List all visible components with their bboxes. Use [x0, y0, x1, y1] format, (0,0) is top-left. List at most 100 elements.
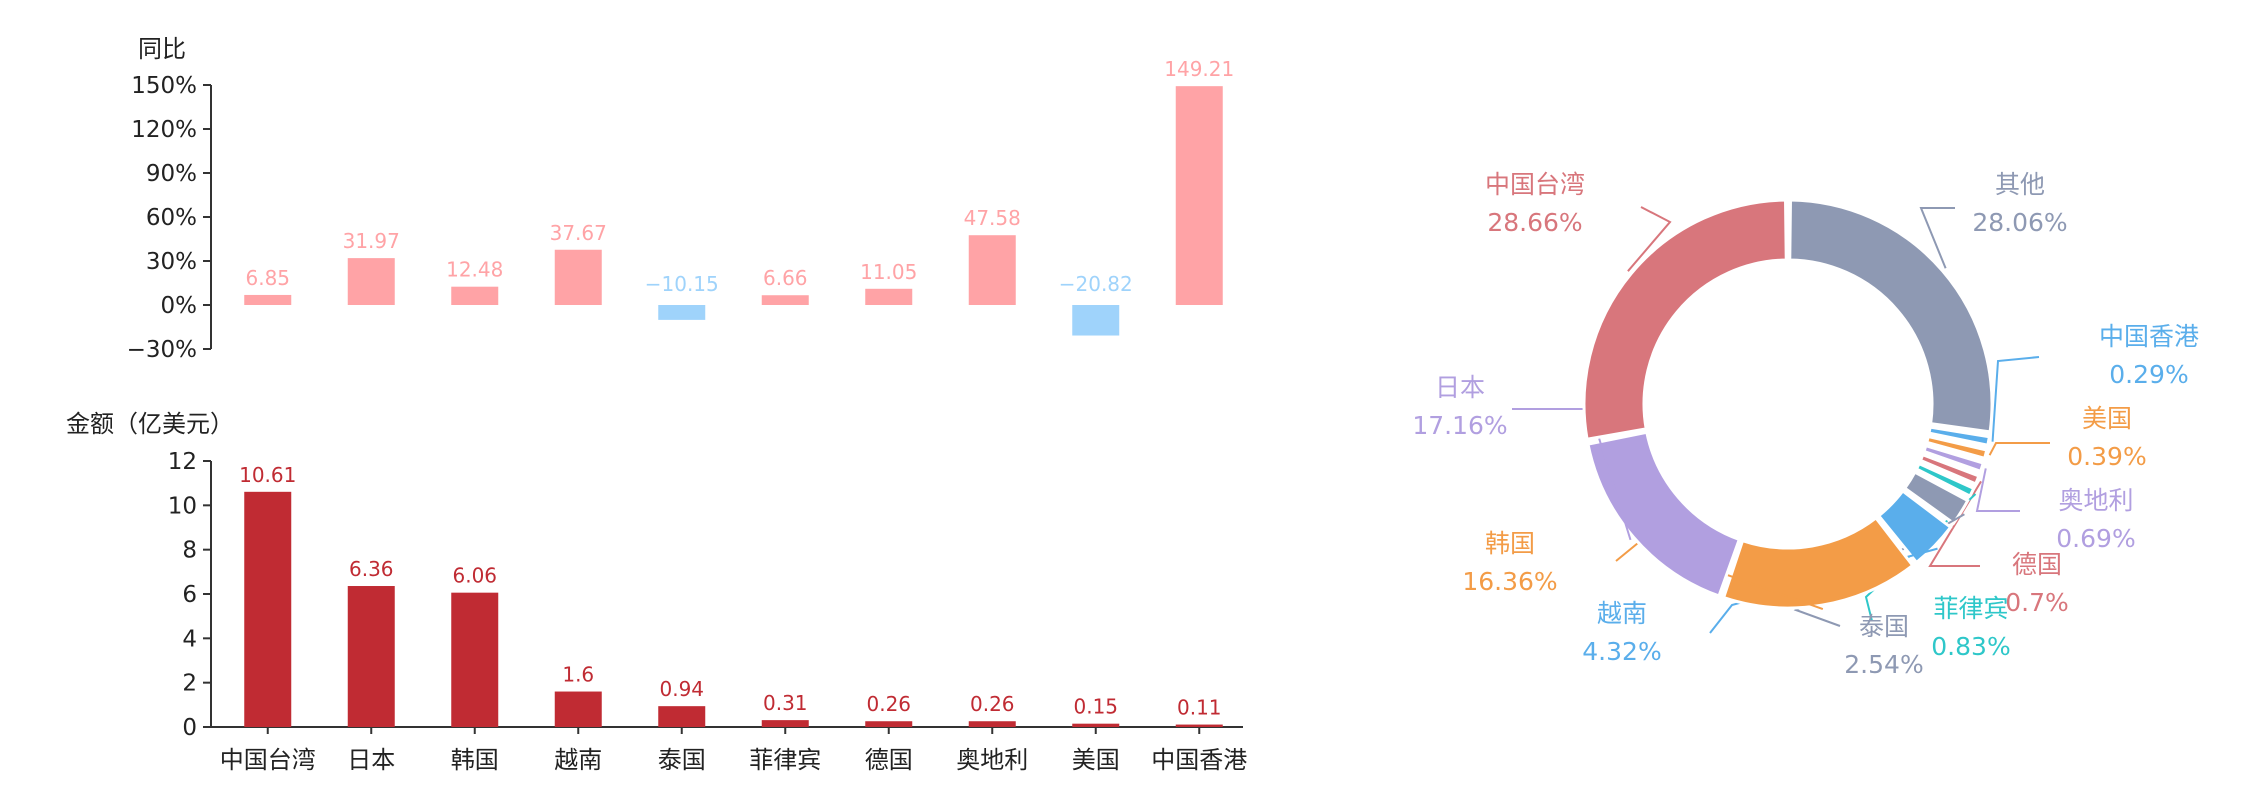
donut-slice-3	[1922, 443, 1986, 474]
y-tick-label-amount: 12	[168, 449, 197, 475]
bar-yoy-7	[968, 235, 1016, 305]
slice-label-name: 其他	[1995, 170, 2045, 199]
x-tick-label: 中国香港	[1151, 746, 1247, 774]
data-label-amount: 1.6	[562, 663, 594, 687]
x-tick-label: 美国	[1072, 746, 1120, 774]
y-tick-label-amount: 4	[182, 626, 197, 652]
slice-label-name: 中国香港	[2099, 322, 2199, 351]
bar-yoy-6	[865, 288, 913, 305]
slice-label-percent: 2.54%	[1844, 650, 1923, 679]
y-axis-title-yoy: 同比	[138, 35, 186, 63]
slice-label-percent: 0.7%	[2005, 588, 2069, 617]
bar-amount-3	[554, 691, 602, 727]
bar-amount-4	[658, 706, 706, 727]
slice-label-name: 菲律宾	[1933, 594, 2008, 623]
data-label-yoy: 37.67	[550, 221, 607, 245]
y-tick-label-amount: 2	[182, 671, 197, 697]
bar-yoy-1	[347, 258, 395, 305]
data-label-yoy: 47.58	[964, 206, 1021, 230]
data-label-amount: 6.36	[349, 557, 394, 581]
bar-yoy-0	[244, 294, 292, 305]
bar-amount-6	[865, 721, 913, 727]
bar-amount-7	[968, 721, 1016, 727]
data-label-yoy: 12.48	[446, 258, 503, 282]
slice-label-percent: 4.32%	[1582, 637, 1661, 666]
callout-line-1	[1991, 356, 2040, 442]
data-label-amount: 0.94	[659, 677, 704, 701]
slice-label-percent: 0.83%	[1931, 632, 2010, 661]
data-label-amount: 0.31	[763, 691, 808, 715]
data-label-yoy: 11.05	[860, 260, 917, 284]
data-label-yoy: 6.66	[763, 266, 808, 290]
bar-yoy-3	[554, 249, 602, 305]
bar-amount-8	[1072, 723, 1120, 727]
bar-amount-0	[244, 491, 292, 727]
bar-yoy-4	[658, 305, 706, 320]
x-tick-label: 奥地利	[956, 746, 1028, 774]
slice-label-name: 韩国	[1485, 529, 1535, 558]
slice-label-name: 泰国	[1859, 612, 1909, 641]
donut-slice-5	[1914, 461, 1976, 499]
slice-label-percent: 0.39%	[2067, 442, 2146, 471]
data-label-amount: 0.11	[1177, 696, 1222, 720]
callout-line-0	[1919, 207, 1955, 269]
y-tick-label-amount: 6	[182, 582, 197, 608]
data-label-yoy: 149.21	[1164, 57, 1234, 81]
slice-label-percent: 17.16%	[1412, 411, 1507, 440]
y-tick-label-amount: 8	[182, 538, 197, 564]
y-tick-label-yoy: 60%	[146, 205, 197, 231]
data-label-yoy: 31.97	[343, 229, 400, 253]
y-tick-label-yoy: 90%	[146, 161, 197, 187]
slice-label-percent: 28.06%	[1972, 208, 2067, 237]
donut-slice-4	[1918, 452, 1981, 486]
bar-yoy-9	[1175, 86, 1223, 306]
slice-label-percent: 0.29%	[2109, 360, 2188, 389]
data-label-amount: 10.61	[239, 463, 296, 487]
data-label-yoy: −20.82	[1059, 272, 1133, 296]
slice-label-name: 奥地利	[2058, 486, 2133, 515]
x-tick-label: 韩国	[451, 746, 499, 774]
callout-line-3	[1975, 468, 2020, 512]
donut-slice-7	[1876, 488, 1953, 565]
y-tick-label-yoy: 120%	[131, 117, 197, 143]
bar-amount-1	[347, 586, 395, 727]
slice-label-name: 日本	[1435, 373, 1485, 402]
x-tick-label: 越南	[554, 746, 602, 774]
slice-label-percent: 16.36%	[1462, 567, 1557, 596]
y-tick-label-yoy: 150%	[131, 73, 197, 99]
bar-amount-9	[1175, 724, 1223, 727]
callout-line-2	[1988, 442, 2050, 456]
data-label-amount: 0.26	[866, 692, 911, 716]
bar-amount-5	[761, 720, 809, 727]
callout-line-10	[1627, 206, 1672, 272]
x-tick-label: 日本	[347, 746, 395, 774]
x-tick-label: 德国	[865, 746, 913, 774]
donut-slice-2	[1924, 434, 1989, 461]
y-axis-title-amount: 金额（亿美元）	[66, 410, 234, 438]
data-label-yoy: −10.15	[645, 272, 719, 296]
data-label-amount: 0.15	[1073, 695, 1118, 719]
slice-label-percent: 28.66%	[1487, 208, 1582, 237]
y-tick-label-yoy: −30%	[127, 337, 197, 363]
y-tick-label-amount: 0	[182, 715, 197, 741]
donut-slice-9	[1586, 430, 1742, 598]
slice-label-name: 中国台湾	[1485, 170, 1585, 199]
donut-slice-0	[1788, 198, 1994, 434]
slice-label-name: 德国	[2012, 550, 2062, 579]
bar-yoy-2	[451, 286, 499, 305]
donut-slice-8	[1721, 515, 1915, 610]
bar-yoy-5	[761, 295, 809, 305]
y-tick-label-amount: 10	[168, 493, 197, 519]
x-tick-label: 泰国	[658, 746, 706, 774]
data-label-amount: 6.06	[452, 564, 497, 588]
donut-slice-6	[1902, 470, 1970, 526]
donut-slice-1	[1927, 425, 1992, 447]
slice-label-percent: 0.69%	[2056, 524, 2135, 553]
donut-slice-10	[1582, 198, 1788, 441]
data-label-amount: 0.26	[970, 692, 1015, 716]
slice-label-name: 越南	[1597, 599, 1647, 628]
bar-yoy-8	[1072, 305, 1120, 336]
data-label-yoy: 6.85	[245, 266, 290, 290]
